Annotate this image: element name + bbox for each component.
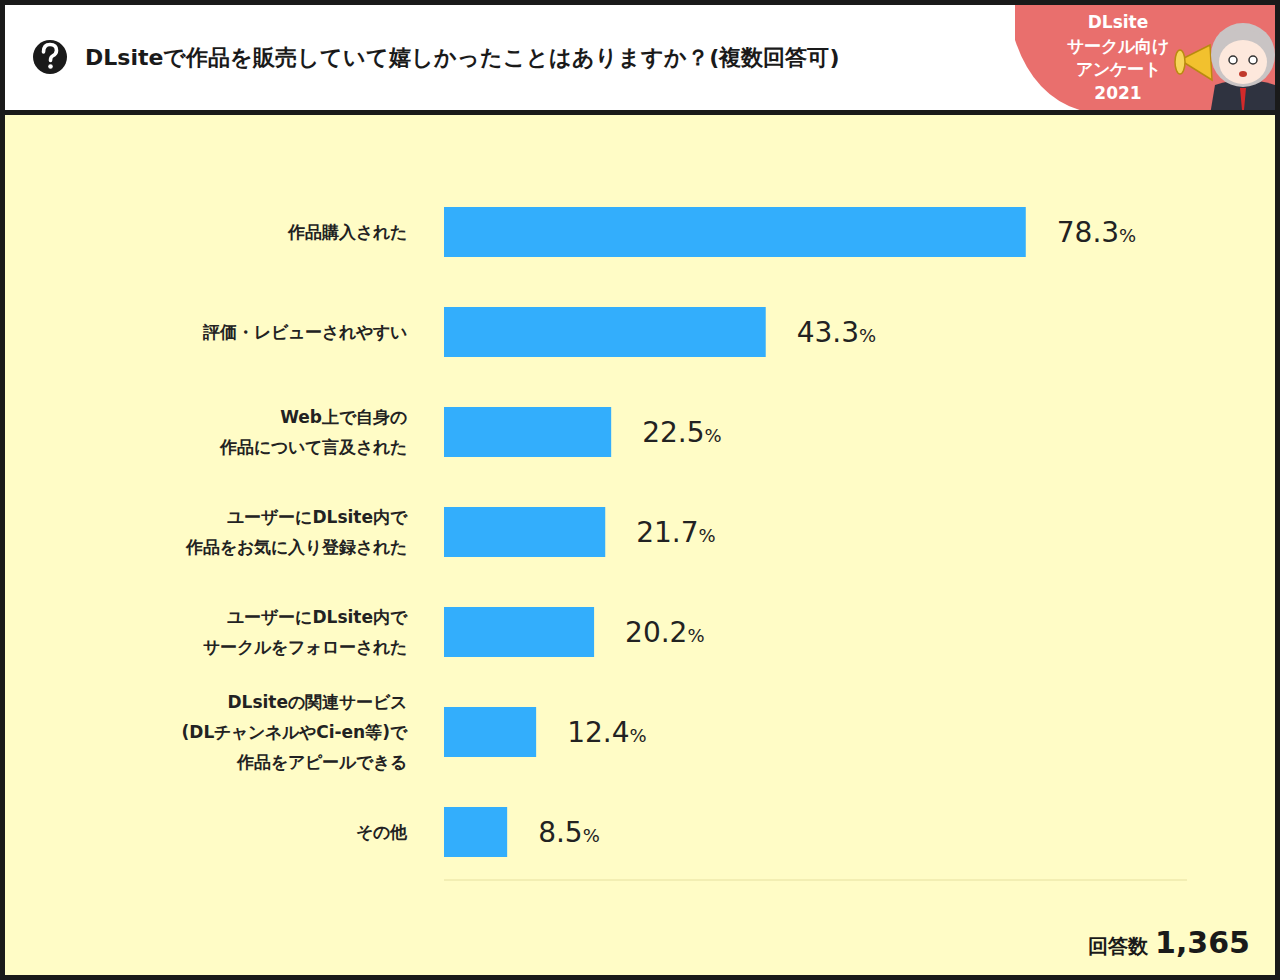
badge-text-line: サークル向け [1067, 36, 1169, 56]
data-label: 22.5% [642, 416, 721, 449]
category-label-line: 作品購入された [287, 222, 407, 242]
data-label-number: 22.5 [642, 416, 704, 449]
chart-svg: DLsiteで作品を販売していて嬉しかったことはありますか？(複数回答可) DLs… [0, 0, 1280, 980]
category-label-line: 作品をアピールできる [236, 752, 407, 772]
bar [444, 607, 594, 657]
mascot-bangs [1218, 29, 1268, 50]
category-label-line: サークルをフォローされた [203, 637, 407, 657]
header-separator [0, 110, 1280, 115]
category-label: 作品購入された [287, 222, 407, 242]
badge-text: DLsite サークル向けアンケート 2021 [1067, 12, 1169, 103]
category-label-line: 作品について言及された [219, 437, 407, 457]
category-label: ユーザーにDLsite内でサークルをフォローされた [203, 607, 408, 657]
category-label-line: ユーザーにDLsite内で [227, 607, 408, 627]
data-label: 12.4% [567, 716, 646, 749]
data-label-number: 12.4 [567, 716, 629, 749]
question-icon-dot [48, 64, 53, 69]
data-label-unit: % [629, 725, 646, 746]
data-label-number: 43.3 [797, 316, 859, 349]
category-label-line: Web上で自身の [280, 407, 407, 427]
mascot-hair [1211, 23, 1275, 87]
mascot-eye [1249, 56, 1257, 64]
mascot-mouth [1239, 71, 1247, 77]
outer-frame [0, 0, 1280, 980]
plot-bg [5, 115, 1275, 975]
bar [444, 307, 766, 357]
badge-text-line: 2021 [1094, 83, 1141, 103]
mascot-face [1219, 40, 1267, 84]
category-label-line: ユーザーにDLsite内で [227, 507, 408, 527]
category-label: DLsiteの関連サービス (DLチャンネルやCi-en等)で作品をアピールできる [182, 692, 408, 772]
data-label: 43.3% [797, 316, 876, 349]
category-label-line: 作品をお気に入り登録された [185, 537, 407, 557]
chart-root: DLsiteで作品を販売していて嬉しかったことはありますか？(複数回答可) DLs… [0, 0, 1280, 980]
category-label-line: その他 [356, 822, 408, 842]
data-label: 21.7% [636, 516, 715, 549]
bar [444, 707, 536, 757]
response-count: 回答数 1,365 [1088, 925, 1250, 960]
mascot-tie [1240, 88, 1246, 110]
data-label-unit: % [699, 525, 716, 546]
data-label-unit: % [1119, 225, 1136, 246]
category-label: ユーザーにDLsite内で作品をお気に入り登録された [185, 507, 408, 557]
badge-shape [1015, 5, 1275, 110]
x-axis-line [444, 880, 1187, 881]
data-label-unit: % [859, 325, 876, 346]
mascot-eye [1229, 56, 1237, 64]
data-label-number: 8.5 [538, 816, 583, 849]
category-label-line: DLsiteの関連サービス [227, 692, 407, 712]
category-label-line: (DLチャンネルやCi-en等)で [182, 722, 408, 742]
data-label: 78.3% [1057, 216, 1136, 249]
data-label-number: 78.3 [1057, 216, 1119, 249]
data-label-number: 21.7 [636, 516, 698, 549]
data-label: 20.2% [625, 616, 704, 649]
category-label: Web上で自身の作品について言及された [219, 407, 407, 457]
chart-title: DLsiteで作品を販売していて嬉しかったことはありますか？(複数回答可) [85, 45, 839, 70]
category-label: 評価・レビューされやすい [202, 322, 407, 342]
response-count-label: 回答数 [1088, 934, 1155, 958]
category-label: その他 [356, 822, 408, 842]
question-icon-mark [44, 45, 57, 61]
data-label-number: 20.2 [625, 616, 687, 649]
bar [444, 507, 605, 557]
data-label-unit: % [583, 825, 600, 846]
question-icon [33, 40, 67, 74]
mascot-megaphone-mouth [1175, 50, 1185, 74]
bars [444, 207, 1026, 857]
labels: 78.3% 作品購入された 43.3% 評価・レビューされやすい 22.5% Web上で自… [182, 216, 1137, 849]
response-count-number: 1,365 [1155, 925, 1250, 960]
data-label-unit: % [705, 425, 722, 446]
data-label: 8.5% [538, 816, 600, 849]
category-label-line: 評価・レビューされやすい [202, 322, 407, 342]
badge [1015, 5, 1275, 110]
data-label-unit: % [687, 625, 704, 646]
badge-text-line: DLsite [1088, 12, 1149, 32]
bar [444, 207, 1026, 257]
bar [444, 807, 507, 857]
badge-text-line: アンケート [1076, 59, 1161, 79]
bar [444, 407, 611, 457]
